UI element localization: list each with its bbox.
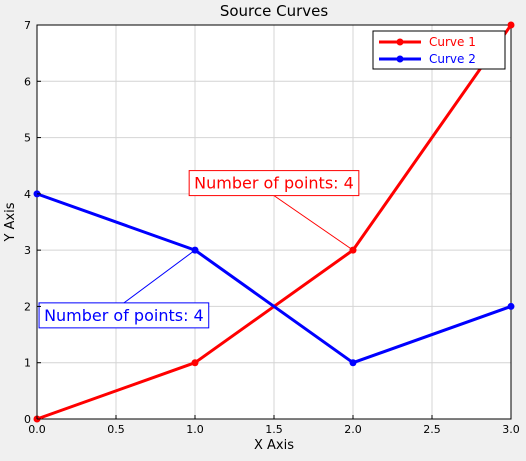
y-tick-label: 3 <box>24 244 31 257</box>
y-axis-label: Y Axis <box>3 202 18 242</box>
annotation-leader-line <box>273 195 354 251</box>
y-tick-label: 4 <box>24 188 31 201</box>
y-tick-label: 2 <box>24 300 31 313</box>
legend: Curve 1 Curve 2 <box>372 30 506 70</box>
legend-label: Curve 2 <box>429 52 476 66</box>
annotation-2: Number of points: 4 <box>38 249 210 329</box>
annotation-1: Number of points: 4 <box>188 170 360 251</box>
series-layer <box>33 21 515 423</box>
legend-label: Curve 1 <box>429 35 476 49</box>
x-axis-label: X Axis <box>254 438 294 453</box>
x-tick-label: 0.5 <box>107 423 125 436</box>
x-tick-label: 3.0 <box>502 423 520 436</box>
y-tick-label: 1 <box>24 357 31 370</box>
y-tick-label: 5 <box>24 132 31 145</box>
series-2-point <box>349 359 357 367</box>
x-tick-label: 1.5 <box>265 423 283 436</box>
annotation-leader-line <box>123 249 196 304</box>
legend-swatch-marker <box>396 55 404 63</box>
series-line-2 <box>36 192 512 365</box>
x-tick-label: 0.0 <box>28 423 46 436</box>
chart-title: Source Curves <box>220 2 329 20</box>
annotation-text: Number of points: 4 <box>44 306 204 325</box>
annotation-text: Number of points: 4 <box>194 174 354 193</box>
series-2-point <box>507 302 515 310</box>
annotation-box <box>188 170 360 197</box>
series-1-point <box>191 359 199 367</box>
series-1-point <box>507 21 515 29</box>
y-tick-label: 6 <box>24 75 31 88</box>
annotations: Number of points: 4 Number of points: 4 <box>38 170 360 329</box>
y-tick-label: 0 <box>24 413 31 426</box>
legend-swatch-marker <box>396 38 404 46</box>
annotation-box <box>38 302 210 329</box>
x-tick-label: 2.0 <box>344 423 362 436</box>
tick-labels: 0.0 0.5 1.0 1.5 2.0 2.5 3.0 0 1 2 3 4 5 6 7 <box>24 19 520 436</box>
x-tick-label: 1.0 <box>186 423 204 436</box>
x-tick-label: 2.5 <box>423 423 441 436</box>
y-tick-label: 7 <box>24 19 31 32</box>
legend-box <box>372 30 506 70</box>
